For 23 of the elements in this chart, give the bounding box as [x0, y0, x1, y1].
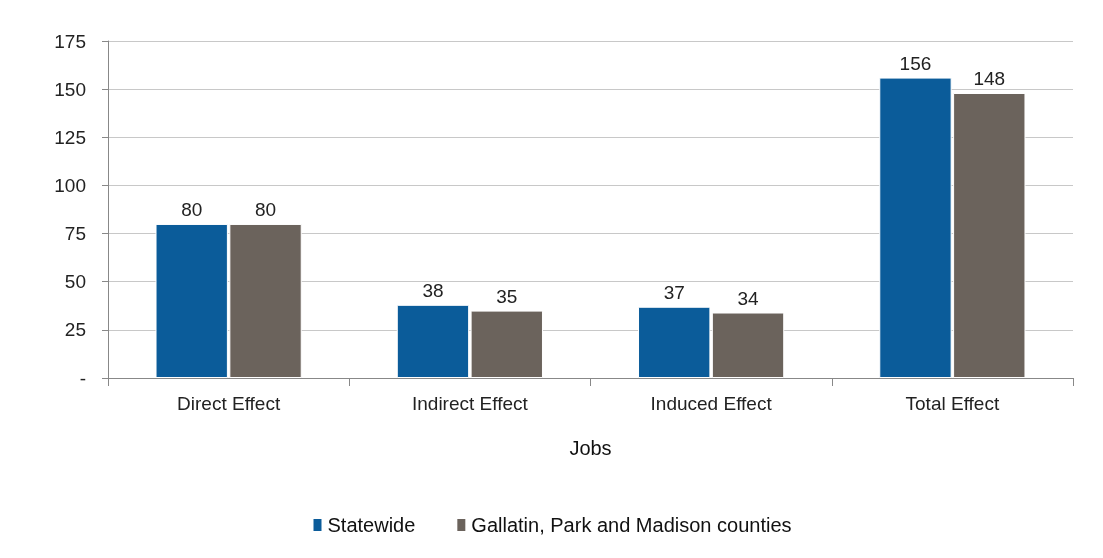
- legend-label: Statewide: [327, 514, 416, 536]
- y-tick-label: 100: [54, 174, 86, 196]
- data-label: 80: [181, 198, 203, 220]
- x-tick-label: Direct Effect: [177, 393, 281, 414]
- legend-label: Gallatin, Park and Madison counties: [471, 514, 792, 536]
- y-tick-label: 150: [54, 78, 86, 100]
- data-label: 34: [737, 287, 760, 309]
- y-tick-label: -: [79, 367, 86, 389]
- x-axis-title: Jobs: [569, 437, 612, 459]
- x-tick-label: Indirect Effect: [411, 393, 529, 414]
- data-label: 37: [663, 281, 685, 303]
- y-tick-label: 75: [64, 223, 86, 245]
- y-tick-label: 25: [64, 319, 86, 341]
- data-label: 38: [422, 279, 444, 301]
- y-tick-label: 175: [54, 30, 86, 52]
- y-tick-label: 50: [64, 271, 86, 293]
- data-label: 35: [496, 285, 518, 307]
- y-tick-label: 125: [54, 126, 86, 148]
- data-label: 148: [973, 67, 1006, 89]
- data-label: 156: [899, 52, 932, 74]
- x-tick-label: Total Effect: [905, 393, 1000, 414]
- data-label: 80: [254, 198, 277, 220]
- x-tick-label: Induced Effect: [650, 393, 773, 414]
